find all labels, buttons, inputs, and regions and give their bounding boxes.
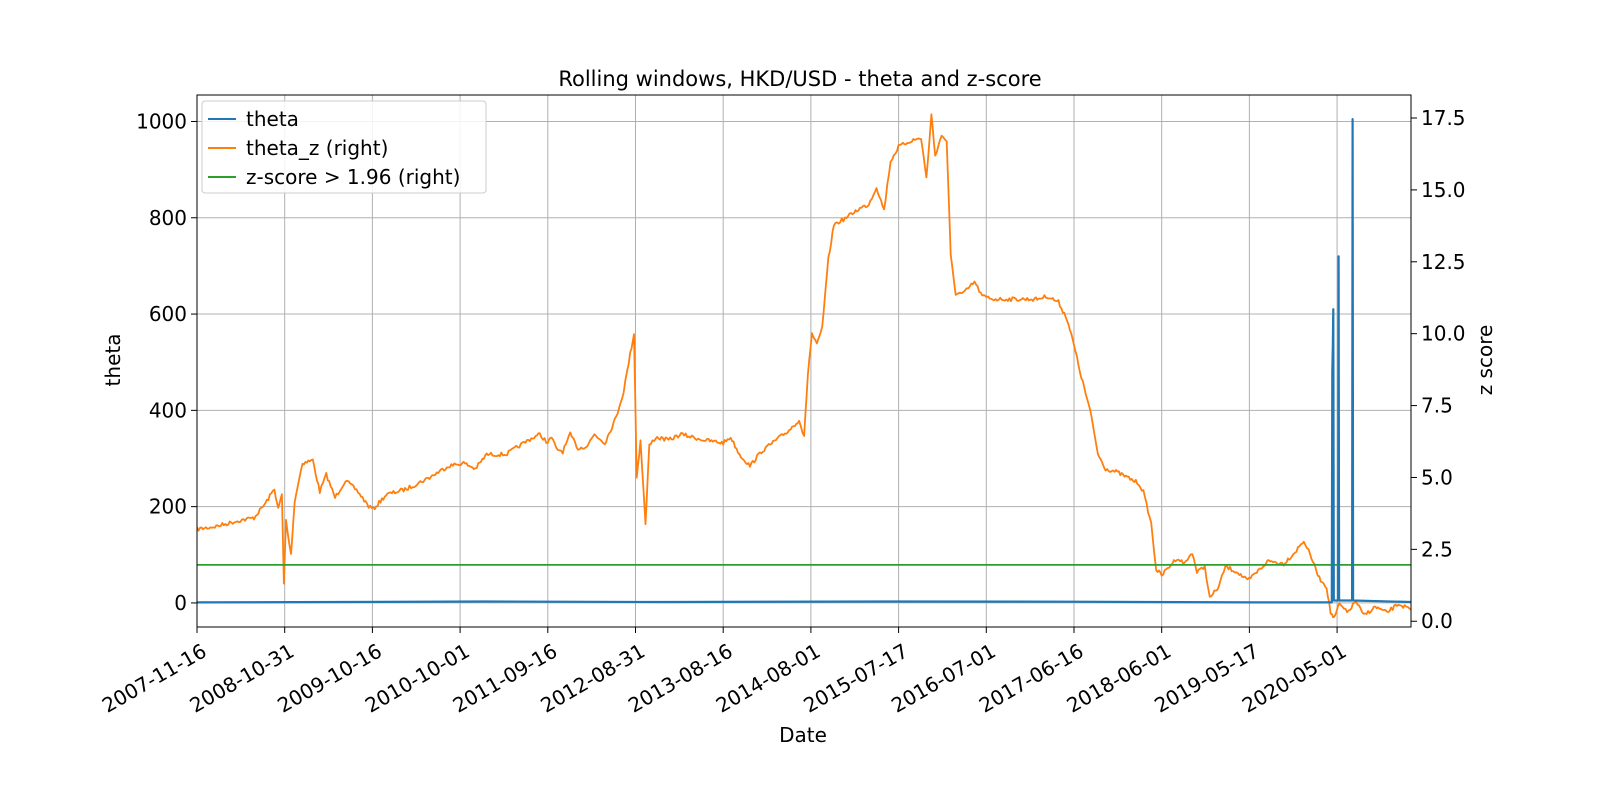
y-right-tick-label: 15.0 xyxy=(1421,178,1466,202)
y-left-tick-label: 400 xyxy=(149,398,187,422)
plot-frame xyxy=(196,94,1412,628)
y-left-tick-label: 800 xyxy=(149,206,187,230)
y-right-tick-label: 17.5 xyxy=(1421,106,1466,130)
legend-label: theta_z (right) xyxy=(246,136,388,160)
y-right-tick-label: 7.5 xyxy=(1421,394,1453,418)
legend-label: theta xyxy=(246,107,299,131)
grid xyxy=(196,95,1411,627)
y-right-tick-label: 5.0 xyxy=(1421,465,1453,489)
ticks: 2007-11-162008-10-312009-10-162010-10-01… xyxy=(98,106,1466,718)
y-right-tick-label: 12.5 xyxy=(1421,250,1466,274)
legend-box xyxy=(201,100,487,194)
series-layer xyxy=(197,113,1411,619)
y-right-tick-label: 2.5 xyxy=(1421,537,1453,561)
legend-label: z-score > 1.96 (right) xyxy=(246,165,460,189)
theta-z-line xyxy=(197,113,1411,619)
legend: theta theta_z (right) z-score > 1.96 (righ… xyxy=(201,100,487,194)
y-right-tick-label: 0.0 xyxy=(1421,609,1453,633)
y-left-tick-label: 1000 xyxy=(136,109,187,133)
y-left-tick-label: 200 xyxy=(149,495,187,519)
y-left-tick-label: 0 xyxy=(174,591,187,615)
y-axis-title-right: z score xyxy=(1473,325,1497,396)
chart-title: Rolling windows, HKD/USD - theta and z-s… xyxy=(558,67,1041,91)
y-left-tick-label: 600 xyxy=(149,302,187,326)
y-axis-title-left: theta xyxy=(101,334,125,387)
x-axis-title: Date xyxy=(779,723,827,747)
theta-line xyxy=(197,118,1411,604)
y-right-tick-label: 10.0 xyxy=(1421,322,1466,346)
